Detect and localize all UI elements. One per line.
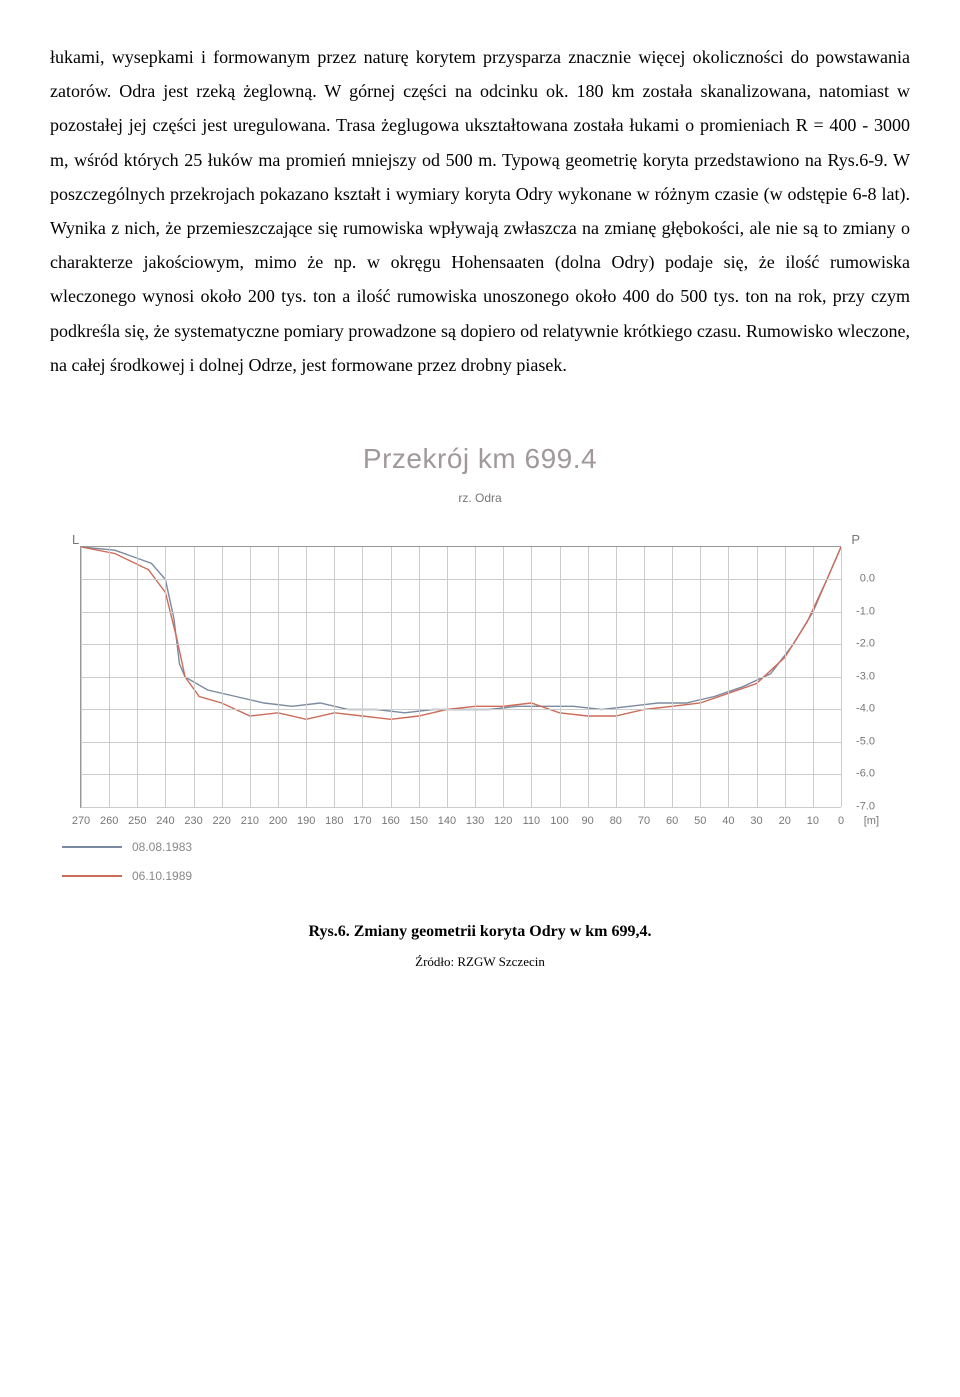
gridline-vertical: [841, 547, 842, 807]
series-line: [81, 547, 841, 719]
x-tick-label: 0: [838, 811, 844, 832]
gridline-horizontal: [81, 579, 841, 580]
y-tick-label: -3.0: [856, 666, 875, 687]
y-tick-label: -4.0: [856, 699, 875, 720]
left-bank-label: L: [72, 528, 79, 553]
x-tick-label: 240: [156, 811, 174, 832]
x-tick-label: 120: [494, 811, 512, 832]
plot-area: [m] 010203040506070809010011012013014015…: [80, 546, 841, 808]
legend-swatch: [62, 875, 122, 877]
x-tick-label: 30: [750, 811, 762, 832]
x-tick-label: 50: [694, 811, 706, 832]
x-tick-label: 60: [666, 811, 678, 832]
legend-item: 08.08.1983: [62, 836, 910, 859]
gridline-horizontal: [81, 709, 841, 710]
chart-legend: 08.08.1983 06.10.1989: [62, 836, 910, 888]
x-tick-label: 250: [128, 811, 146, 832]
legend-label: 08.08.1983: [132, 836, 192, 859]
legend-item: 06.10.1989: [62, 865, 910, 888]
x-tick-label: 260: [100, 811, 118, 832]
gridline-horizontal: [81, 742, 841, 743]
x-tick-label: 10: [807, 811, 819, 832]
chart-subtitle: rz. Odra: [50, 487, 910, 510]
gridline-horizontal: [81, 774, 841, 775]
x-tick-label: 200: [269, 811, 287, 832]
y-tick-label: -7.0: [856, 796, 875, 817]
x-tick-label: 110: [523, 811, 541, 832]
gridline-horizontal: [81, 807, 841, 808]
x-tick-label: 140: [438, 811, 456, 832]
figure-source: Źródło: RZGW Szczecin: [50, 950, 910, 975]
x-tick-label: 40: [722, 811, 734, 832]
x-tick-label: 150: [410, 811, 428, 832]
right-bank-label: P: [851, 528, 860, 553]
x-tick-label: 20: [779, 811, 791, 832]
series-line: [81, 547, 841, 713]
x-tick-label: 220: [213, 811, 231, 832]
x-tick-label: 160: [381, 811, 399, 832]
y-tick-label: 0.0: [860, 569, 875, 590]
x-tick-label: 270: [72, 811, 90, 832]
x-tick-label: 190: [297, 811, 315, 832]
y-tick-label: -2.0: [856, 634, 875, 655]
y-tick-label: -6.0: [856, 764, 875, 785]
x-tick-label: 210: [241, 811, 259, 832]
x-tick-label: 170: [353, 811, 371, 832]
chart-title: Przekrój km 699.4: [50, 432, 910, 485]
gridline-horizontal: [81, 612, 841, 613]
x-tick-label: 90: [582, 811, 594, 832]
x-tick-label: 230: [184, 811, 202, 832]
y-tick-label: -5.0: [856, 731, 875, 752]
legend-swatch: [62, 846, 122, 848]
legend-label: 06.10.1989: [132, 865, 192, 888]
cross-section-chart: Przekrój km 699.4 rz. Odra L P [m] 01020…: [50, 432, 910, 888]
x-tick-label: 180: [325, 811, 343, 832]
figure-caption: Rys.6. Zmiany geometrii koryta Odry w km…: [50, 917, 910, 947]
gridline-horizontal: [81, 677, 841, 678]
x-tick-label: 130: [466, 811, 484, 832]
body-paragraph: łukami, wysepkami i formowanym przez nat…: [50, 40, 910, 382]
gridline-horizontal: [81, 644, 841, 645]
x-tick-label: 70: [638, 811, 650, 832]
y-tick-label: -1.0: [856, 601, 875, 622]
x-tick-label: 80: [610, 811, 622, 832]
x-tick-label: 100: [550, 811, 568, 832]
